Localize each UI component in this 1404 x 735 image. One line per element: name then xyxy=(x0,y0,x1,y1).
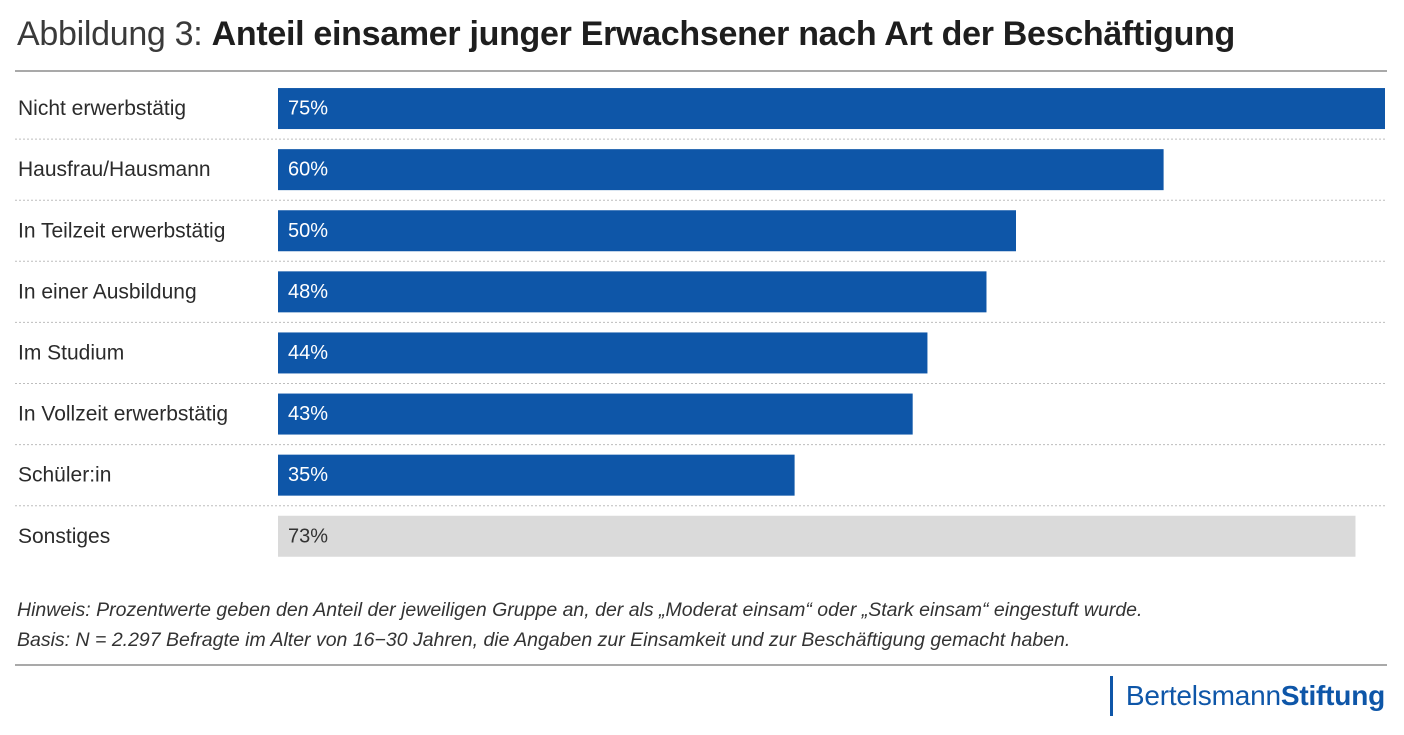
bar xyxy=(278,271,987,313)
category-label: In einer Ausbildung xyxy=(18,280,197,303)
category-label: Nicht erwerbstätig xyxy=(18,97,186,120)
bar-value-label: 44% xyxy=(288,342,328,364)
category-label: Im Studium xyxy=(18,341,124,364)
bar-value-label: 50% xyxy=(288,220,328,242)
chart-basis-note: Basis: N = 2.297 Befragte im Alter von 1… xyxy=(17,629,1071,651)
bar xyxy=(278,88,1385,130)
bar-value-label: 43% xyxy=(288,403,328,425)
bar xyxy=(278,393,913,435)
category-label: Sonstiges xyxy=(18,525,110,548)
bar-value-label: 75% xyxy=(288,98,328,120)
category-label: Hausfrau/Hausmann xyxy=(18,158,211,181)
logo-text-bold: Stiftung xyxy=(1280,680,1385,711)
bar-value-label: 35% xyxy=(288,464,328,486)
logo-text-light: Bertelsmann xyxy=(1125,680,1281,711)
category-label: Schüler:in xyxy=(18,464,111,487)
category-label: In Vollzeit erwerbstätig xyxy=(18,403,228,426)
bar xyxy=(278,149,1164,191)
bar xyxy=(278,332,928,374)
bar-value-label: 73% xyxy=(288,525,328,547)
chart-note: Hinweis: Prozentwerte geben den Anteil d… xyxy=(17,599,1143,621)
bar-value-label: 48% xyxy=(288,281,328,303)
bar xyxy=(278,454,795,496)
bertelsmann-stiftung-logo: Bertelsmann Stiftung xyxy=(1109,676,1385,716)
figure-number: Abbildung 3: xyxy=(17,15,203,53)
bottom-divider xyxy=(15,664,1387,666)
bar-value-label: 60% xyxy=(288,159,328,181)
chart-title: Abbildung 3: Anteil einsamer junger Erwa… xyxy=(17,12,1235,56)
bar xyxy=(278,210,1016,252)
top-divider xyxy=(15,70,1387,72)
bar-other xyxy=(278,515,1356,557)
figure-title: Anteil einsamer junger Erwachsener nach … xyxy=(211,15,1236,53)
category-label: In Teilzeit erwerbstätig xyxy=(18,219,225,242)
